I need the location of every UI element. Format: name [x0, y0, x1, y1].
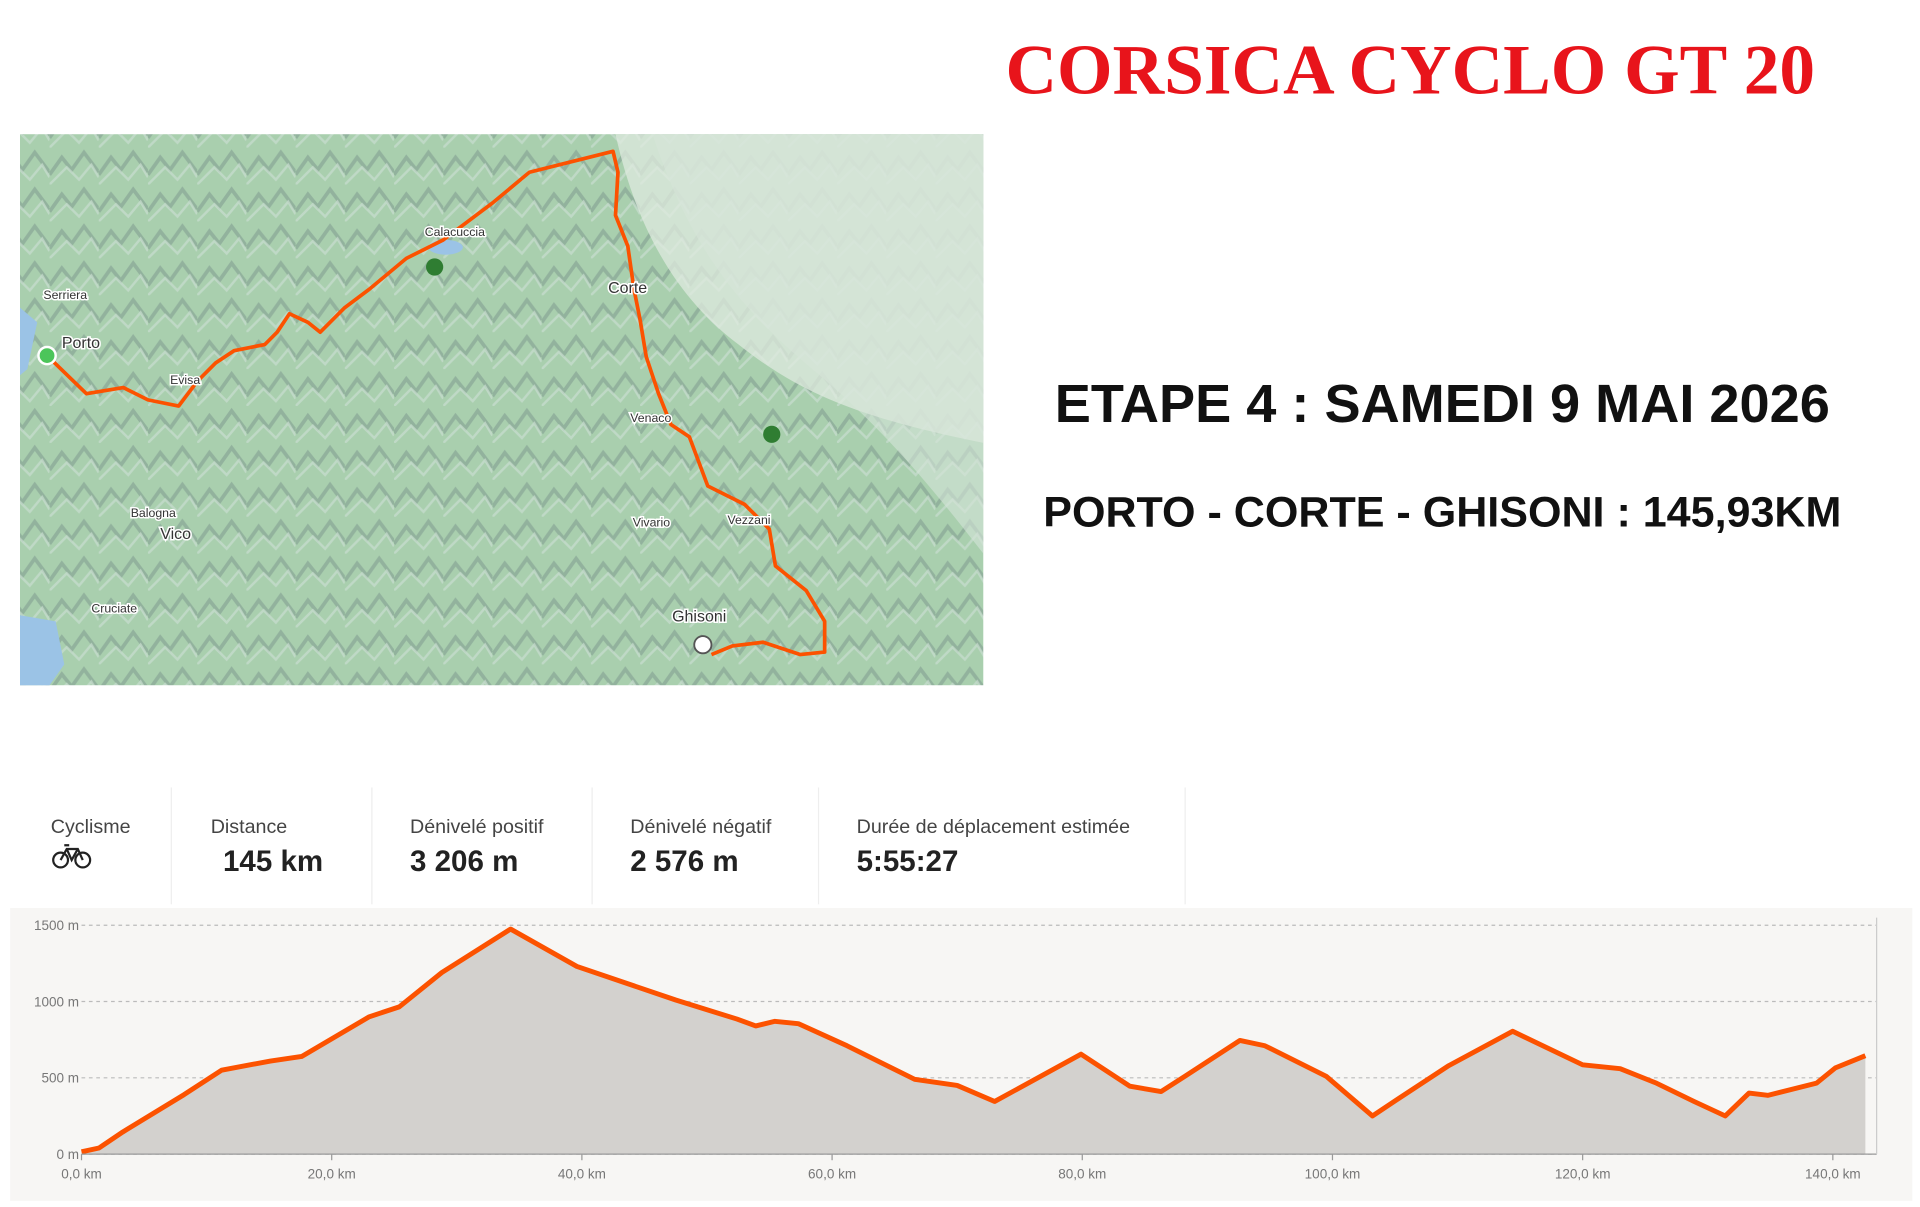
- chart-background: [10, 908, 1913, 1201]
- map-label: Cruciate: [91, 602, 137, 616]
- map-label: Porto: [62, 335, 100, 352]
- y-tick-label: 500 m: [41, 1071, 79, 1086]
- stat-label: Cyclisme: [51, 816, 131, 838]
- stat-value: 5:55:27: [857, 845, 959, 878]
- map-label: Venaco: [630, 411, 671, 425]
- map-label: Corte: [608, 280, 647, 297]
- stat-value: 2 576 m: [630, 845, 738, 878]
- x-tick-label: 0,0 km: [61, 1167, 102, 1182]
- bike-icon: [52, 844, 92, 869]
- stage-route: PORTO - CORTE - GHISONI : 145,93KM: [1043, 489, 1841, 537]
- x-tick-label: 20,0 km: [308, 1167, 356, 1182]
- y-tick-label: 1000 m: [34, 994, 79, 1009]
- stat-label: Dénivelé négatif: [630, 816, 772, 838]
- x-tick-label: 60,0 km: [808, 1167, 856, 1182]
- stat-value: 3 206 m: [410, 845, 518, 878]
- x-tick-label: 40,0 km: [558, 1167, 606, 1182]
- map: [19, 134, 984, 686]
- map-label: Balogna: [131, 506, 176, 520]
- map-label: Serriera: [43, 288, 87, 302]
- x-tick-label: 140,0 km: [1805, 1167, 1861, 1182]
- stat-label: Durée de déplacement estimée: [857, 816, 1130, 838]
- map-label: Ghisoni: [672, 608, 726, 625]
- x-tick-label: 120,0 km: [1555, 1167, 1611, 1182]
- stat-label: Distance: [211, 816, 288, 838]
- stat-label: Dénivelé positif: [410, 816, 544, 838]
- title: CORSICA CYCLO GT 20: [1006, 31, 1816, 110]
- y-tick-label: 0 m: [57, 1147, 80, 1162]
- map-label: Vico: [160, 526, 191, 543]
- stats-panel: [52, 787, 1186, 905]
- map-label: Evisa: [170, 373, 200, 387]
- stage-heading: ETAPE 4 : SAMEDI 9 MAI 2026: [1055, 374, 1830, 434]
- x-tick-label: 100,0 km: [1305, 1167, 1361, 1182]
- map-label: Calacuccia: [425, 225, 485, 239]
- elevation-chart: 0 m 500 m 1000 m 1500 m 0,0 km 20,0 km 40,0 km…: [34, 917, 1878, 1182]
- y-tick-label: 1500 m: [34, 918, 79, 933]
- area: [81, 929, 1866, 1155]
- x-tick-label: 80,0 km: [1058, 1167, 1106, 1182]
- map-label: Vezzani: [727, 513, 770, 527]
- map-label: Vivario: [633, 516, 671, 530]
- elevation-line: [80, 926, 1867, 1155]
- stat-value: 145 km: [223, 845, 323, 878]
